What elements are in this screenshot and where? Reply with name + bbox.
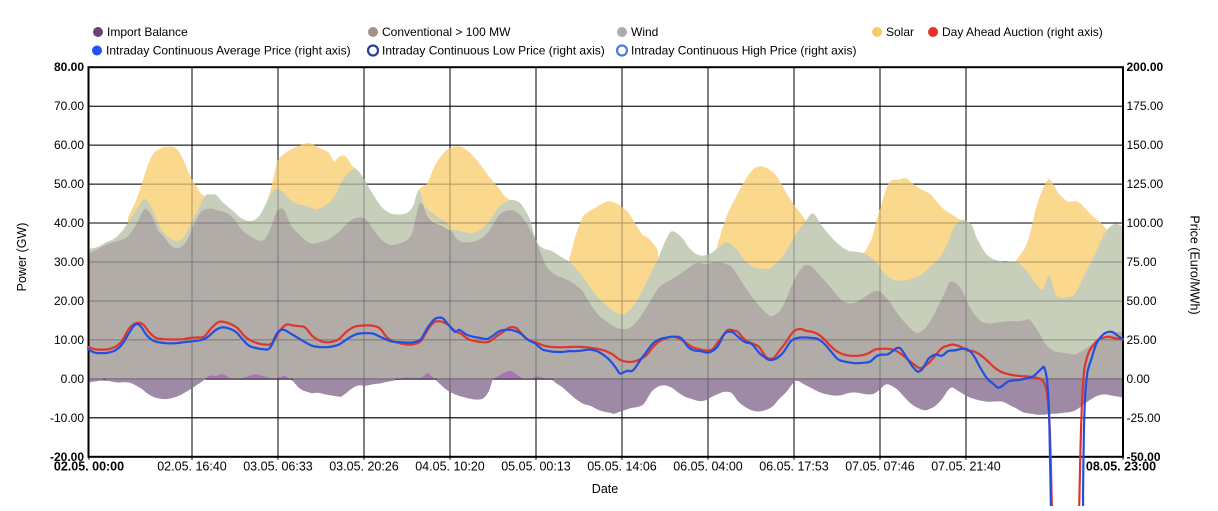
svg-text:100.00: 100.00 [1127,216,1164,230]
svg-text:04.05. 10:20: 04.05. 10:20 [415,460,485,474]
svg-text:0.00: 0.00 [1127,372,1151,386]
svg-text:50.00: 50.00 [1127,294,1157,308]
svg-text:-25.00: -25.00 [1127,411,1161,425]
svg-text:-20.00: -20.00 [50,450,84,464]
svg-text:07.05. 21:40: 07.05. 21:40 [931,460,1001,474]
svg-text:03.05. 20:26: 03.05. 20:26 [329,460,399,474]
svg-text:175.00: 175.00 [1127,99,1164,113]
svg-text:Conventional > 100 MW: Conventional > 100 MW [382,25,511,39]
svg-text:200.00: 200.00 [1127,60,1164,74]
svg-text:150.00: 150.00 [1127,138,1164,152]
svg-text:30.00: 30.00 [54,255,84,269]
svg-text:20.00: 20.00 [54,294,84,308]
svg-text:Price (Euro/MWh): Price (Euro/MWh) [1188,215,1202,314]
svg-text:02.05. 00:00: 02.05. 00:00 [54,460,124,474]
svg-text:10.00: 10.00 [54,333,84,347]
svg-text:75.00: 75.00 [1127,255,1157,269]
svg-text:-10.00: -10.00 [50,411,84,425]
svg-text:07.05. 07:46: 07.05. 07:46 [845,460,915,474]
svg-text:60.00: 60.00 [54,138,84,152]
svg-text:08.05. 23:00: 08.05. 23:00 [1086,460,1156,474]
svg-text:Intraday Continuous Average Pr: Intraday Continuous Average Price (right… [106,44,351,58]
svg-text:Solar: Solar [886,25,914,39]
svg-text:Date: Date [592,482,618,496]
svg-text:50.00: 50.00 [54,177,84,191]
svg-text:125.00: 125.00 [1127,177,1164,191]
svg-text:-50.00: -50.00 [1127,450,1161,464]
svg-text:0.00: 0.00 [61,372,85,386]
svg-text:06.05. 04:00: 06.05. 04:00 [673,460,743,474]
svg-text:70.00: 70.00 [54,99,84,113]
svg-text:40.00: 40.00 [54,216,84,230]
svg-text:80.00: 80.00 [54,60,84,74]
svg-text:Import Balance: Import Balance [107,25,188,39]
svg-text:05.05. 00:13: 05.05. 00:13 [501,460,571,474]
svg-text:06.05. 17:53: 06.05. 17:53 [759,460,829,474]
svg-text:Intraday Continuous Low Price: Intraday Continuous Low Price (right axi… [382,44,605,58]
svg-text:Wind: Wind [631,25,658,39]
svg-text:Power (GW): Power (GW) [15,223,29,292]
svg-text:05.05. 14:06: 05.05. 14:06 [587,460,657,474]
svg-text:Day Ahead Auction (right axis): Day Ahead Auction (right axis) [942,25,1103,39]
svg-text:Intraday Continuous High Price: Intraday Continuous High Price (right ax… [631,44,856,58]
svg-text:02.05. 16:40: 02.05. 16:40 [157,460,227,474]
svg-text:25.00: 25.00 [1127,333,1157,347]
svg-text:03.05. 06:33: 03.05. 06:33 [243,460,313,474]
